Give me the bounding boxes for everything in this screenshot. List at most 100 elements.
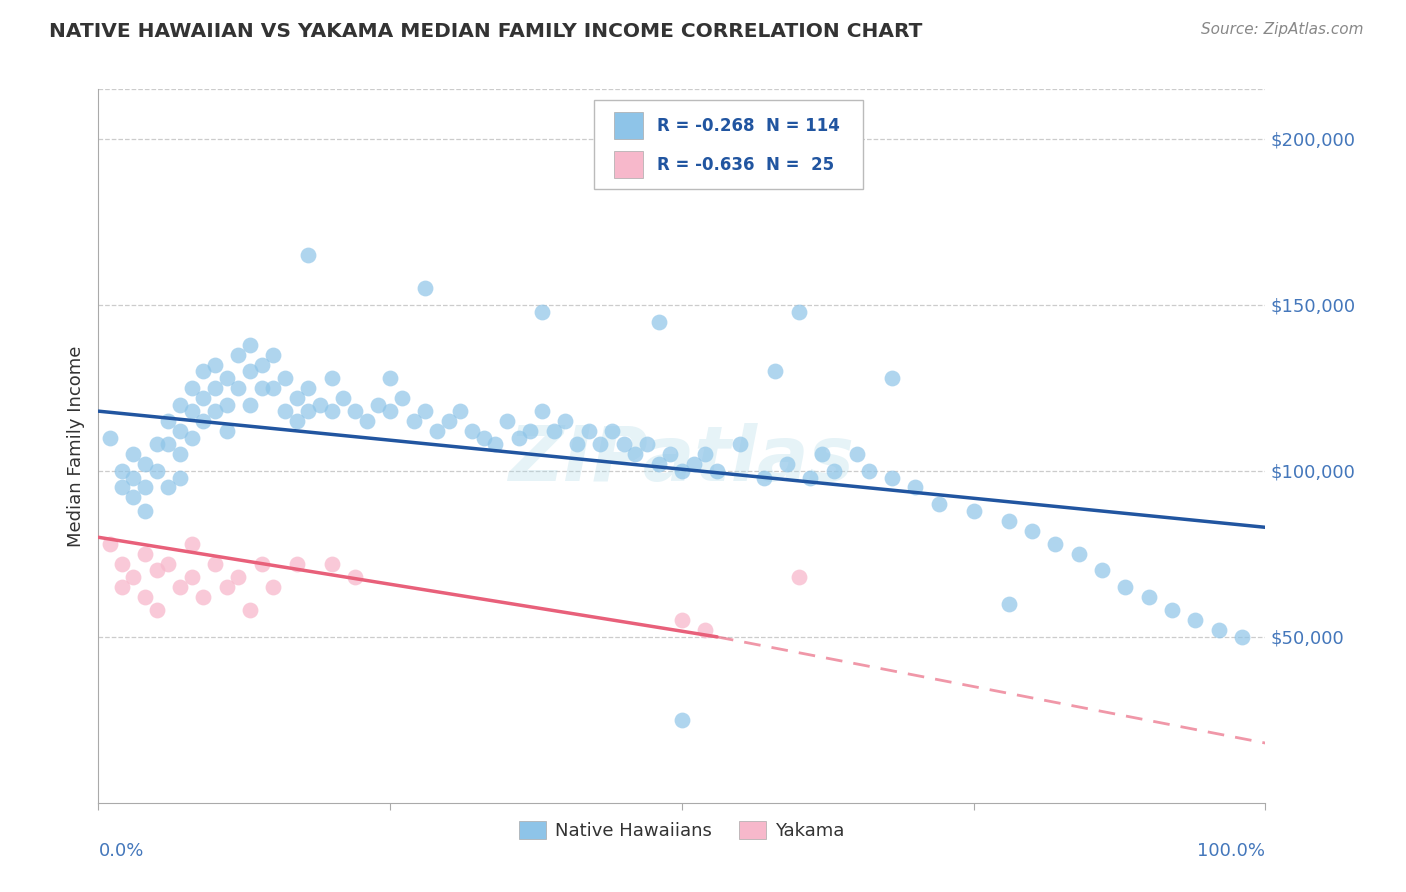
Point [193, 391, 215, 405]
Point [356, 414, 378, 428]
Point [1067, 547, 1090, 561]
Point [321, 557, 343, 571]
Point [98, 431, 121, 445]
Point [111, 557, 134, 571]
Point [367, 397, 389, 411]
Point [413, 404, 436, 418]
Point [1021, 524, 1043, 538]
Point [239, 338, 262, 352]
Point [193, 414, 215, 428]
Point [671, 713, 693, 727]
Text: 100.0%: 100.0% [1198, 842, 1265, 860]
Point [122, 570, 145, 584]
Point [624, 447, 647, 461]
Point [157, 481, 180, 495]
Point [122, 447, 145, 461]
Point [157, 414, 180, 428]
Point [180, 570, 202, 584]
Point [169, 397, 191, 411]
Point [228, 381, 250, 395]
Point [146, 564, 169, 578]
Point [402, 414, 425, 428]
Point [204, 404, 226, 418]
Point [589, 437, 612, 451]
Point [239, 397, 262, 411]
Point [554, 414, 576, 428]
Point [846, 447, 869, 461]
Bar [614, 152, 644, 178]
Point [274, 404, 297, 418]
Point [146, 464, 169, 478]
Point [98, 537, 121, 551]
FancyBboxPatch shape [595, 100, 863, 189]
Point [880, 470, 903, 484]
Point [180, 404, 202, 418]
Point [449, 404, 471, 418]
Point [215, 397, 238, 411]
Point [262, 580, 284, 594]
Point [321, 371, 343, 385]
Point [297, 248, 319, 262]
Point [1230, 630, 1253, 644]
Point [997, 597, 1019, 611]
Point [250, 358, 273, 372]
Bar [614, 112, 644, 139]
Text: ZIPatlas: ZIPatlas [509, 424, 855, 497]
Point [169, 447, 191, 461]
Text: N = 114: N = 114 [766, 117, 839, 135]
Point [776, 457, 799, 471]
Point [215, 424, 238, 438]
Point [1137, 590, 1160, 604]
Point [146, 603, 169, 617]
Point [262, 381, 284, 395]
Point [157, 557, 180, 571]
Point [250, 381, 273, 395]
Point [823, 464, 845, 478]
Point [811, 447, 834, 461]
Point [565, 437, 588, 451]
Point [730, 437, 752, 451]
Point [530, 404, 553, 418]
Point [122, 491, 145, 505]
Point [239, 364, 262, 378]
Text: Source: ZipAtlas.com: Source: ZipAtlas.com [1201, 22, 1364, 37]
Point [134, 590, 156, 604]
Point [180, 537, 202, 551]
Point [787, 570, 810, 584]
Point [344, 404, 367, 418]
Point [600, 424, 623, 438]
Point [763, 364, 786, 378]
Point [285, 414, 308, 428]
Point [380, 371, 402, 385]
Point [297, 404, 319, 418]
Point [228, 570, 250, 584]
Point [682, 457, 704, 471]
Point [146, 437, 169, 451]
Point [1091, 564, 1114, 578]
Point [1114, 580, 1136, 594]
Point [344, 570, 367, 584]
Point [332, 391, 354, 405]
Point [695, 447, 717, 461]
Text: 0.0%: 0.0% [98, 842, 143, 860]
Text: R = -0.268: R = -0.268 [658, 117, 755, 135]
Text: N =  25: N = 25 [766, 156, 834, 174]
Point [858, 464, 880, 478]
Point [437, 414, 460, 428]
Point [578, 424, 600, 438]
Point [180, 431, 202, 445]
Point [659, 447, 682, 461]
Point [391, 391, 413, 405]
Point [508, 431, 530, 445]
Point [111, 464, 134, 478]
Point [904, 481, 927, 495]
Point [169, 424, 191, 438]
Point [111, 481, 134, 495]
Point [496, 414, 519, 428]
Point [636, 437, 658, 451]
Point [180, 381, 202, 395]
Point [647, 314, 669, 328]
Point [134, 547, 156, 561]
Point [613, 437, 636, 451]
Point [250, 557, 273, 571]
